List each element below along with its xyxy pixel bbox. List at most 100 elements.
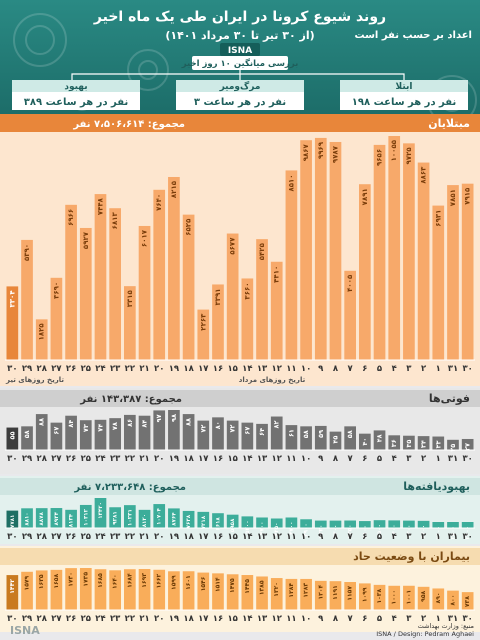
recovered-tick-label: ۳ <box>406 532 412 542</box>
deaths-bar <box>461 438 474 450</box>
deaths-bar <box>226 420 239 450</box>
severe-bar <box>461 592 474 610</box>
infected-value-label: ۸۲۱۵ <box>170 180 178 198</box>
severe-value-label: ۱۶۴۰ <box>112 574 119 589</box>
deaths-tick-label: ۲۶ <box>66 454 76 464</box>
recovered-tick-label: ۹ <box>318 532 324 542</box>
severe-bar <box>329 581 342 610</box>
section-recovered-header <box>0 478 480 495</box>
deaths-tick-label: ۱ <box>436 454 441 464</box>
infected-tick-label: ۴ <box>392 364 397 374</box>
recovered-value-label: ۷۶۳۸ <box>186 514 192 528</box>
deaths-tick-label: ۲۱ <box>139 454 149 464</box>
deaths-bar <box>270 416 283 450</box>
deaths-value-label: ۸۰ <box>214 421 222 429</box>
stat-deaths: مرگ‌ومیر ۳ نفر در هر ساعت <box>176 80 304 110</box>
deaths-value-label: ۳۶ <box>390 439 398 447</box>
month-label-mordad: تاریخ روزهای مرداد <box>239 376 306 384</box>
infected-tick-label: ۶ <box>362 364 367 374</box>
severe-tick-label: ۶ <box>362 614 367 624</box>
recovered-bar <box>329 520 342 528</box>
severe-bar <box>417 586 430 610</box>
deaths-bar <box>197 420 210 450</box>
infected-value-label: ۷۶۴۰ <box>155 194 163 211</box>
recovered-value-label: ۲۶۰۰ <box>436 526 442 539</box>
recovered-bar <box>153 504 166 528</box>
month-label-tir: تاریخ روزهای تیر <box>5 376 64 384</box>
infected-value-label: ۶۹۳۱ <box>434 210 442 227</box>
infected-bar <box>270 261 283 360</box>
infected-value-label: ۸۵۱۰ <box>287 174 295 191</box>
severe-value-label: ۱۶۹۳ <box>141 573 148 588</box>
deaths-value-label: ۷۲ <box>199 425 207 433</box>
recovered-bar <box>50 508 63 528</box>
deaths-value-label: ۴۰ <box>361 438 369 446</box>
severe-value-label: ۱۳۲۰ <box>273 582 280 597</box>
severe-tick-label: ۳۰ <box>462 614 472 624</box>
infected-value-label: ۶۵۲۵ <box>185 218 193 236</box>
recovered-bar <box>417 520 430 528</box>
recovered-tick-label: ۳۱ <box>448 532 458 542</box>
recovered-bar <box>403 520 415 528</box>
deaths-tick-label: ۱۹ <box>169 454 180 464</box>
severe-tick-label: ۲۶ <box>66 614 76 624</box>
deaths-tick-label: ۱۶ <box>213 454 223 464</box>
deaths-tick-label: ۳۰ <box>462 454 472 464</box>
recovered-bar <box>241 516 254 528</box>
recovered-bar <box>314 520 327 528</box>
infected-tick-label: ۲۷ <box>51 364 62 374</box>
recovered-bar <box>124 505 136 528</box>
deaths-value-label: ۶۴ <box>258 428 266 436</box>
severe-tick-label: ۲۵ <box>81 614 91 624</box>
recovered-value-label: ۳۲۰۰ <box>421 525 427 538</box>
infected-tick-label: ۲ <box>421 364 427 374</box>
recovered-value-label: ۸۱۲۰ <box>142 514 148 527</box>
infected-value-label: ۹۸۶۷ <box>302 143 310 161</box>
agency-badge-label: ISNA <box>228 46 252 56</box>
deaths-value-label: ۸۴ <box>67 420 75 428</box>
recovered-value-label: ۱۰۲۳۱ <box>127 509 133 526</box>
deaths-bar <box>79 420 92 450</box>
recovered-tick-label: ۲۸ <box>37 532 48 542</box>
severe-value-label: ۱۵۴۶ <box>200 576 207 591</box>
recovered-value-label: ۸۸۱۰ <box>25 512 31 525</box>
stat-infection: ابتلا ۱۹۸ نفر در هر ساعت <box>340 80 468 110</box>
infected-value-label: ۷۸۹۱ <box>361 188 369 205</box>
deaths-bar <box>241 422 254 450</box>
severe-tick-label: ۱۳ <box>257 614 268 624</box>
severe-tick-label: ۱۶ <box>213 614 223 624</box>
recovered-bar <box>138 509 151 528</box>
deaths-bar <box>359 433 371 450</box>
deaths-value-label: ۲۵ <box>449 444 457 452</box>
deaths-bar <box>403 435 415 450</box>
severe-tick-label: ۳۰ <box>7 614 17 624</box>
severe-tick-label: ۱۰ <box>301 614 311 624</box>
infected-tick-label: ۲۲ <box>125 364 136 374</box>
isna-logo-icon: ISNA <box>10 624 40 637</box>
severe-value-label: ۱۲۸۴ <box>288 583 295 598</box>
severe-value-label: ۱۴۴۵ <box>244 579 251 594</box>
severe-tick-label: ۱۵ <box>227 614 237 624</box>
severe-value-label: ۱۱۹۱ <box>332 585 339 600</box>
recovered-value-label: ۳۴۰۰ <box>392 524 398 537</box>
deaths-tick-label: ۱۳ <box>257 454 268 464</box>
recovered-tick-label: ۱ <box>436 532 441 542</box>
deaths-value-label: ۴۵ <box>331 436 339 444</box>
severe-bar <box>168 571 180 610</box>
severe-bar <box>21 571 33 610</box>
recovered-bar <box>182 510 195 528</box>
infected-bar <box>138 225 151 360</box>
severe-tick-label: ۲۴ <box>95 614 105 624</box>
severe-bar <box>6 575 19 610</box>
severe-tick-label: ۱۹ <box>169 614 180 624</box>
deaths-tick-label: ۷ <box>348 454 354 464</box>
infected-bar <box>50 277 63 360</box>
infected-tick-label: ۱ <box>436 364 441 374</box>
footer-credit: ISNA / Design: Pedram Aghaei <box>376 630 474 638</box>
infected-bar <box>300 140 312 360</box>
infected-tick-label: ۲۱ <box>139 364 149 374</box>
severe-bar <box>65 568 77 610</box>
deaths-value-label: ۵۵ <box>8 432 16 440</box>
infected-tick-label: ۲۳ <box>110 364 121 374</box>
